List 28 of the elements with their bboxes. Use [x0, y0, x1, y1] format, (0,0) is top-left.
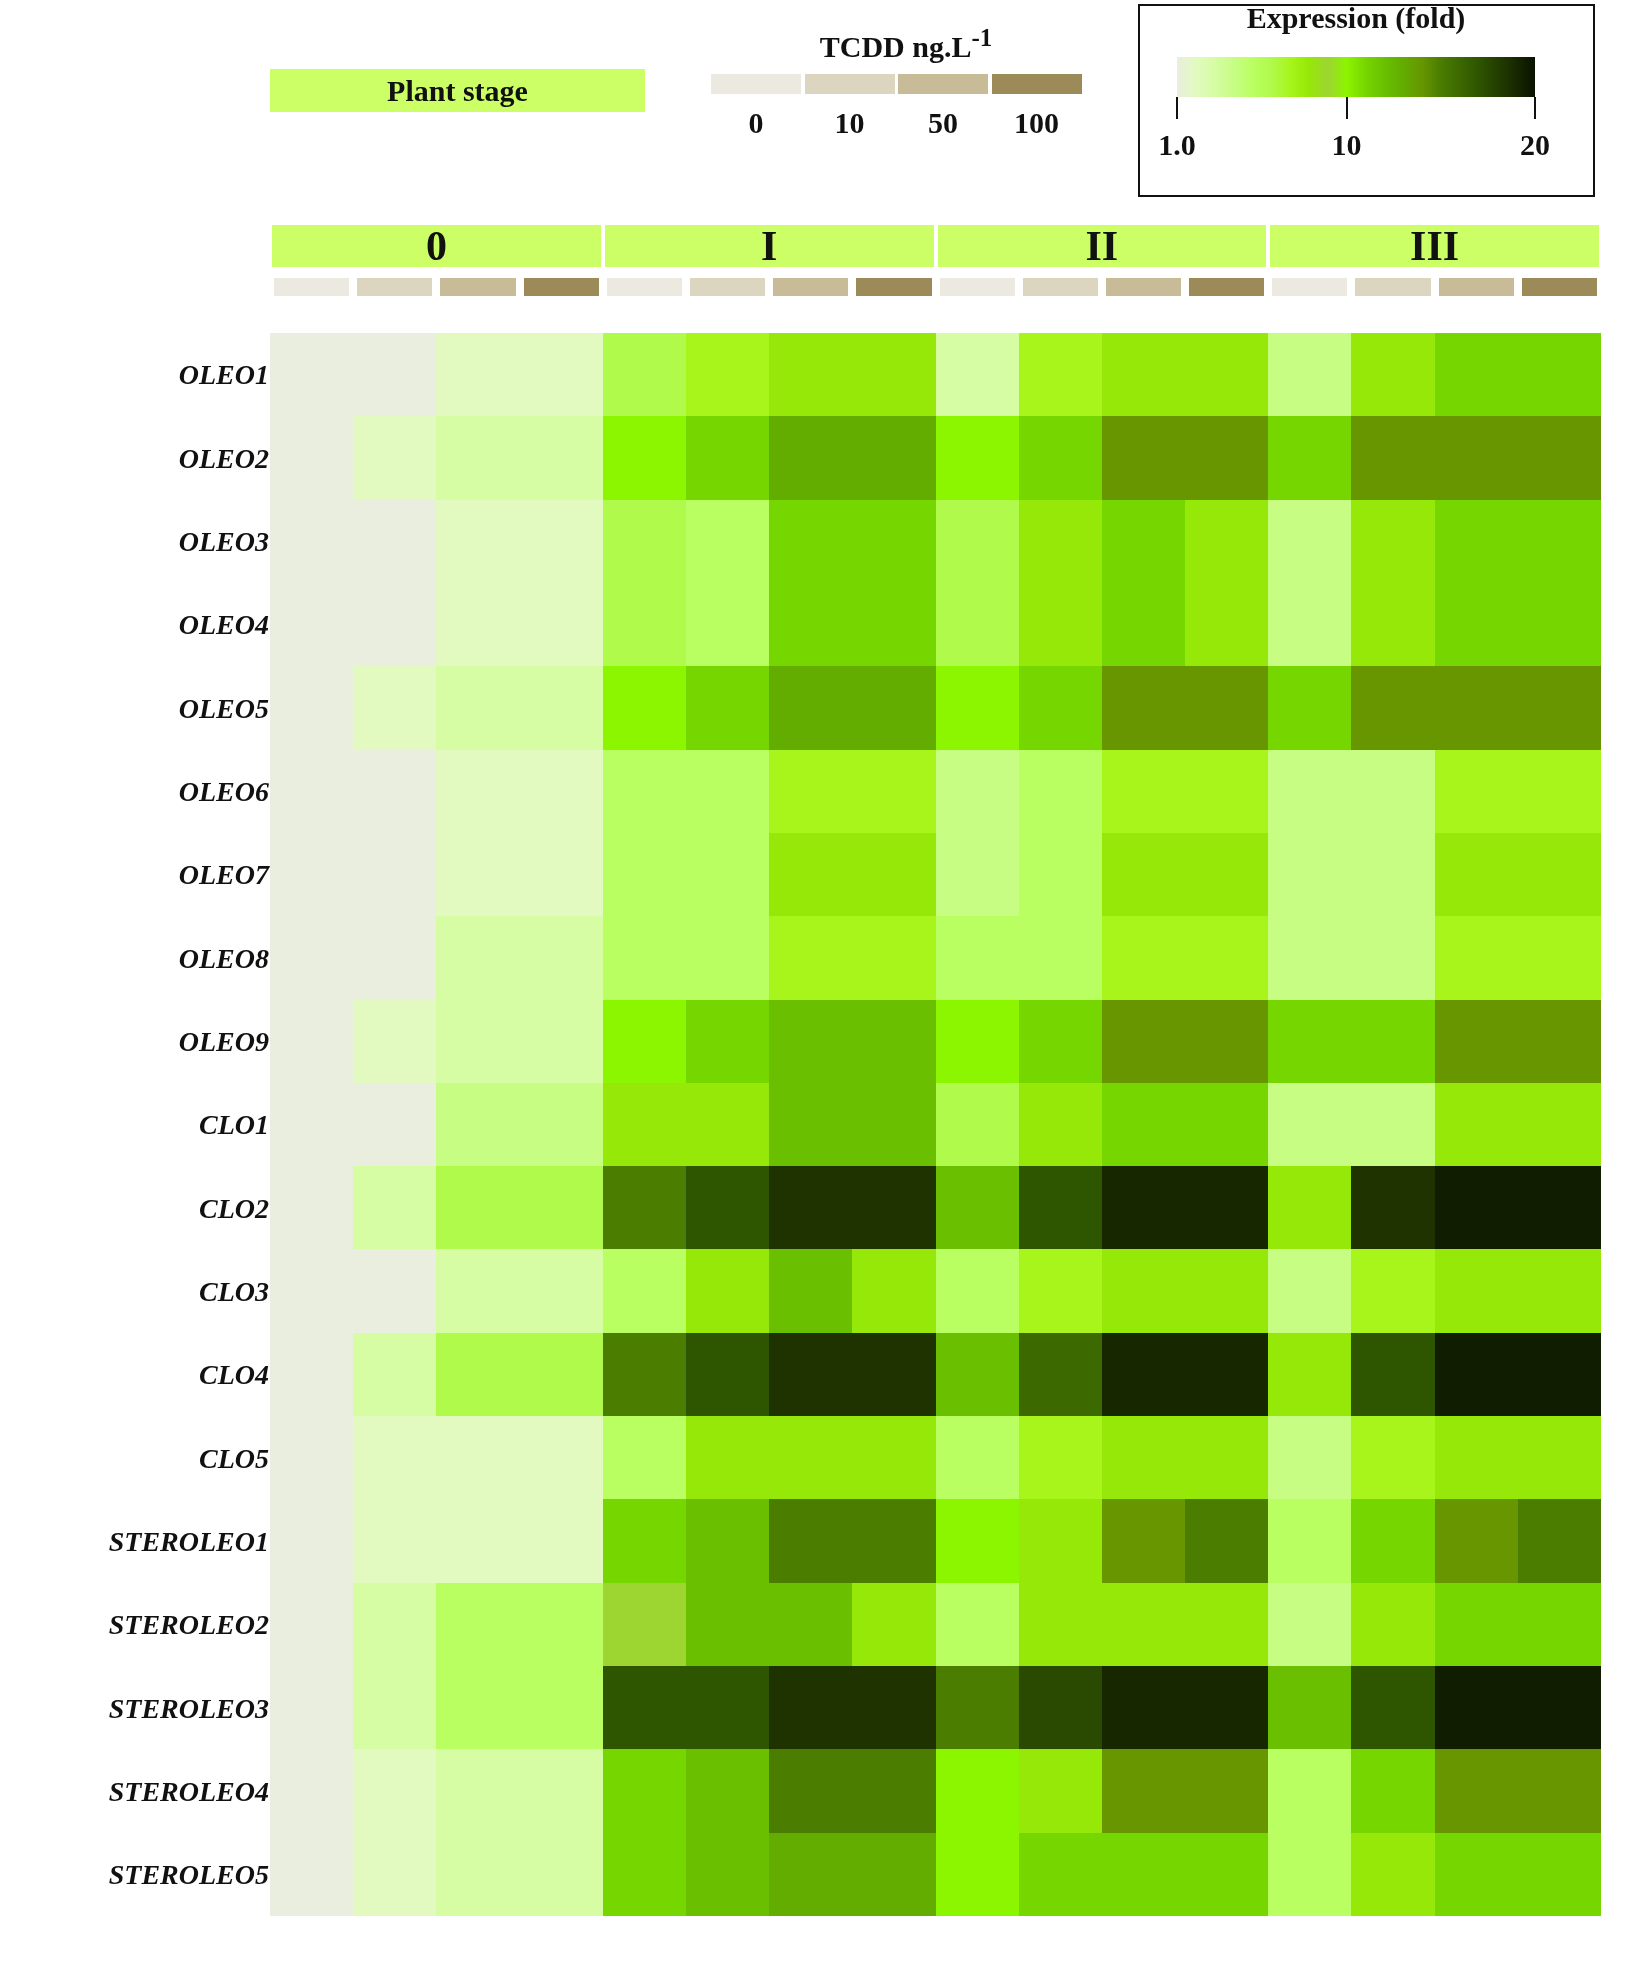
y-tick-label: OLEO4	[178, 609, 269, 641]
text: 100	[1013, 106, 1060, 140]
y-tick-label: CLO3	[199, 1275, 269, 1307]
y-tick-label: CLO5	[199, 1442, 269, 1474]
y-tick-label: CLO2	[199, 1192, 269, 1224]
y-tick-label: CLO4	[199, 1359, 269, 1391]
color-bar-title: Expression (fold)	[1246, 1, 1466, 35]
text: 50	[927, 106, 959, 140]
y-tick-label: OLEO9	[178, 1025, 269, 1057]
y-tick-label: OLEO1	[178, 359, 269, 391]
y-tick-label: STEROLEO4	[108, 1775, 269, 1807]
text: TCDD ng.L$^{-1}$	[818, 24, 994, 64]
y-tick-label: STEROLEO5	[108, 1859, 269, 1891]
y-tick-label: OLEO2	[178, 442, 269, 474]
y-tick-label: STEROLEO3	[108, 1692, 269, 1724]
y-tick-label: OLEO3	[178, 526, 269, 558]
y-tick-label: STEROLEO1	[108, 1525, 269, 1557]
y-tick-label: OLEO8	[178, 942, 269, 974]
y-tick-label: STEROLEO2	[108, 1609, 269, 1641]
y-tick-label: OLEO7	[178, 859, 270, 891]
y-tick-label: OLEO5	[178, 692, 269, 724]
text: 0	[747, 106, 765, 140]
color-bar-label: 10	[1331, 127, 1362, 161]
text: 10	[833, 106, 866, 140]
color-bar-label: 1.0	[1158, 127, 1196, 161]
y-tick-label: CLO1	[199, 1109, 269, 1141]
y-tick-label: OLEO6	[178, 776, 269, 808]
color-bar-label: 20	[1520, 127, 1550, 161]
